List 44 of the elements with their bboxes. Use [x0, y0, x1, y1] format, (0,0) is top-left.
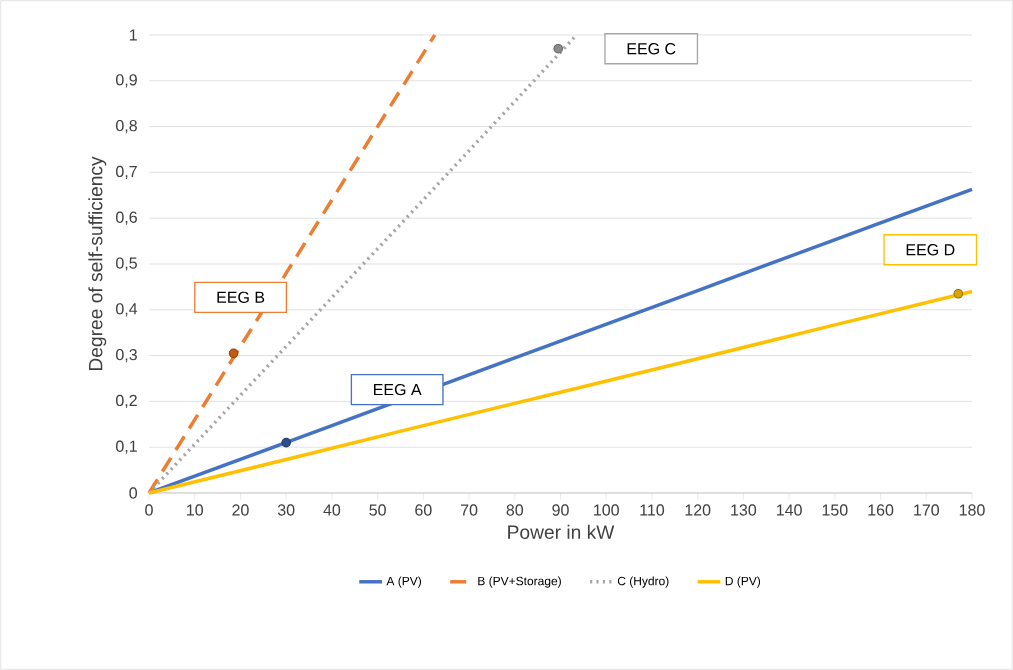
y-tick-label: 0,2	[116, 394, 137, 408]
y-tick-label: 0,8	[116, 119, 137, 134]
x-tick-label: 130	[731, 504, 757, 516]
x-tick-label: 150	[822, 504, 848, 516]
x-tick-label: 30	[277, 504, 295, 516]
x-tick-label: 60	[415, 504, 432, 516]
legend-label: A (PV)	[386, 576, 422, 588]
annotation: EEG B	[217, 291, 265, 303]
annotation: EEG C	[627, 43, 676, 55]
x-tick-label: 100	[594, 504, 619, 516]
legend-label: D (PV)	[725, 576, 761, 588]
x-tick-label: 0	[145, 504, 153, 516]
y-axis-title: Degree of self-sufficiency	[88, 156, 107, 371]
point	[553, 43, 564, 54]
x-tick-label: 50	[369, 504, 386, 516]
x-tick-label: 120	[685, 504, 711, 516]
x-tick-label: 140	[776, 504, 802, 516]
x-tick-label: 40	[323, 504, 341, 516]
x-tick-label: 80	[506, 504, 524, 516]
y-tick-label: 0,1	[116, 440, 137, 454]
x-tick-label: 180	[959, 504, 985, 516]
y-tick-label: 0,3	[116, 348, 137, 363]
point	[953, 288, 964, 299]
legend-label: B (PV+Storage)	[478, 576, 561, 588]
x-axis-title: Power in kW	[508, 524, 615, 539]
x-tick-label: 20	[232, 504, 249, 516]
legend-label: C (Hydro)	[617, 576, 669, 588]
x-tick-label: 160	[868, 504, 894, 516]
x-tick-label: 170	[914, 504, 940, 516]
point	[228, 348, 239, 359]
y-tick-label: 1	[129, 29, 137, 41]
annotation: EEG D	[906, 244, 955, 256]
x-tick-label: 110	[640, 504, 665, 516]
y-tick-label: 0,6	[116, 211, 137, 225]
annotation: EEG A	[374, 383, 422, 396]
y-tick-label: 0,7	[116, 165, 137, 179]
y-tick-label: 0	[129, 487, 138, 499]
y-tick-label: 0,4	[116, 303, 138, 317]
x-tick-label: 70	[460, 504, 478, 516]
y-tick-label: 0,9	[116, 74, 137, 88]
y-tick-label: 0,5	[116, 257, 137, 271]
point	[281, 437, 291, 448]
x-tick-label: 90	[552, 504, 569, 516]
x-tick-label: 10	[187, 504, 204, 516]
